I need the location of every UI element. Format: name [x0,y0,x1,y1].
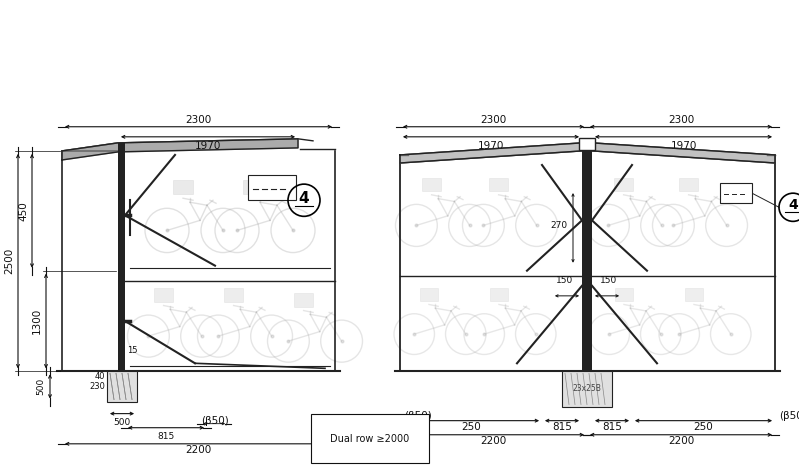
FancyBboxPatch shape [243,180,263,194]
Text: 1970: 1970 [670,141,697,151]
Text: 2500: 2500 [4,248,14,274]
Text: 150: 150 [600,276,618,285]
Text: 230: 230 [89,382,105,391]
Text: 2300: 2300 [480,115,507,125]
Bar [107,371,137,402]
FancyBboxPatch shape [685,288,703,301]
Bar [248,175,296,200]
Bar [579,138,595,150]
Text: 450: 450 [18,201,28,221]
Bar [562,371,612,406]
FancyBboxPatch shape [614,177,633,191]
Text: Layout of Two Stage Bicycle Racks: Layout of Two Stage Bicycle Racks [130,13,669,41]
Text: 2200: 2200 [480,436,506,446]
Bar [118,143,125,371]
Text: 1970: 1970 [195,141,221,151]
Text: 500: 500 [113,418,130,427]
FancyBboxPatch shape [419,288,438,301]
Text: 15: 15 [127,346,137,355]
Text: 10: 10 [582,312,592,320]
Polygon shape [400,143,582,163]
Text: (β50): (β50) [779,411,799,421]
Text: 250: 250 [693,421,713,432]
FancyBboxPatch shape [224,288,243,302]
Polygon shape [62,139,298,160]
FancyBboxPatch shape [154,288,173,302]
Text: 500: 500 [37,378,46,395]
FancyBboxPatch shape [614,288,633,301]
Polygon shape [592,143,775,163]
Text: 4: 4 [788,198,798,212]
Text: (β50): (β50) [404,411,432,421]
Text: 2300: 2300 [185,115,212,125]
Text: 1300: 1300 [32,308,42,334]
Text: 270: 270 [550,221,567,230]
FancyBboxPatch shape [173,180,193,194]
FancyBboxPatch shape [294,293,313,307]
Text: 4: 4 [299,191,309,206]
FancyBboxPatch shape [422,177,441,191]
Text: (β50): (β50) [201,416,229,426]
Text: 2200: 2200 [668,436,694,446]
Text: 815: 815 [602,421,622,432]
Bar [582,143,592,371]
FancyBboxPatch shape [490,288,508,301]
Bar [720,183,752,203]
Text: 150: 150 [556,276,574,285]
Text: Dual row ≥2000: Dual row ≥2000 [330,434,410,444]
Text: 815: 815 [157,432,175,441]
FancyBboxPatch shape [489,177,508,191]
Text: 2200: 2200 [185,445,212,455]
Text: 23x25B: 23x25B [573,384,602,393]
Text: 815: 815 [552,421,572,432]
Text: 1970: 1970 [478,141,504,151]
Text: 2300: 2300 [668,115,694,125]
Text: 250: 250 [461,421,481,432]
Text: 40: 40 [94,372,105,381]
FancyBboxPatch shape [679,177,698,191]
